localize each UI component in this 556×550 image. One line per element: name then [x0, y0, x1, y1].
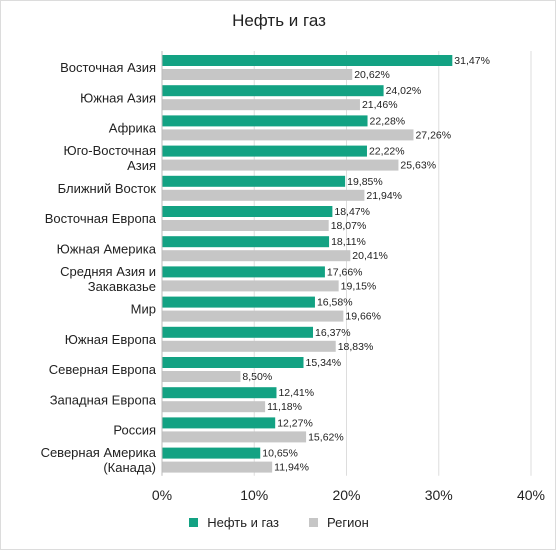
bar-oil-gas [162, 55, 453, 66]
category-label: Ближний Восток [58, 181, 157, 196]
data-label-region: 18,07% [331, 220, 367, 232]
bar-region [162, 280, 339, 292]
legend-item-region: Регион [309, 515, 369, 530]
category-label: Закавказье [88, 279, 156, 294]
bar-region [162, 69, 353, 80]
data-label-oil-gas: 22,28% [370, 115, 406, 127]
bar-region [162, 99, 360, 111]
legend-label-oil-gas: Нефть и газ [207, 515, 279, 530]
data-label-oil-gas: 19,85% [347, 176, 383, 188]
data-label-region: 20,62% [354, 69, 390, 81]
data-label-region: 25,63% [400, 160, 436, 172]
bar-oil-gas [162, 85, 384, 97]
bar-oil-gas [162, 236, 330, 248]
category-label: Африка [109, 121, 157, 136]
category-label: Мир [131, 302, 156, 317]
data-label-oil-gas: 18,11% [331, 236, 366, 248]
category-label: Северная Америка [41, 445, 157, 460]
bar-region [162, 431, 307, 443]
data-label-region: 11,18% [267, 401, 302, 413]
bar-region [162, 401, 266, 413]
bar-region [162, 340, 336, 352]
bar-oil-gas [162, 447, 261, 459]
data-label-region: 21,46% [362, 99, 398, 111]
bar-oil-gas [162, 175, 346, 187]
data-label-region: 8,50% [242, 371, 272, 383]
bar-region [162, 189, 365, 201]
data-label-oil-gas: 24,02% [386, 85, 422, 97]
bar-region [162, 129, 414, 141]
x-tick-label: 0% [152, 487, 172, 501]
data-label-region: 21,94% [366, 190, 402, 202]
data-label-oil-gas: 17,66% [327, 266, 363, 278]
chart-title: Нефть и газ [232, 11, 326, 30]
bar-region [162, 159, 399, 171]
category-label: Западная Европа [50, 392, 157, 407]
category-label: Азия [127, 158, 156, 173]
plot-area: 0% 10% 20% 30% 40% 31,47% 20,62% Восточная Азия… [41, 51, 545, 501]
bar-oil-gas [162, 296, 315, 308]
bar-oil-gas [162, 326, 314, 338]
category-label: (Канада) [103, 460, 156, 475]
bar-region [162, 220, 329, 231]
data-label-region: 27,26% [415, 129, 451, 141]
bar-oil-gas [162, 115, 368, 127]
data-label-oil-gas: 16,58% [317, 297, 353, 309]
data-label-region: 19,66% [345, 311, 381, 323]
bar-region [162, 250, 351, 262]
x-tick-label: 10% [240, 487, 268, 501]
bar-region [162, 371, 241, 382]
data-label-oil-gas: 12,27% [277, 417, 313, 429]
bar-oil-gas [162, 206, 333, 217]
data-label-oil-gas: 15,34% [306, 357, 342, 369]
data-label-oil-gas: 31,47% [454, 55, 490, 67]
bar-oil-gas [162, 266, 325, 278]
data-label-region: 11,94% [274, 462, 309, 474]
bar-oil-gas [162, 387, 277, 399]
x-tick-label: 20% [332, 487, 360, 501]
data-label-oil-gas: 10,65% [262, 448, 298, 460]
bar-oil-gas [162, 417, 276, 429]
category-label: Россия [113, 423, 156, 438]
x-tick-label: 30% [425, 487, 453, 501]
category-label: Южная Азия [80, 90, 156, 105]
data-label-region: 19,15% [341, 280, 377, 292]
legend-swatch-region [309, 518, 318, 527]
category-label: Восточная Азия [60, 60, 156, 75]
legend: Нефть и газ Регион [1, 515, 556, 530]
data-label-oil-gas: 18,47% [334, 206, 370, 218]
data-label-oil-gas: 16,37% [315, 327, 351, 339]
category-label: Юго-Восточная [63, 143, 156, 158]
category-label: Средняя Азия и [60, 264, 156, 279]
legend-item-oil-gas: Нефть и газ [189, 515, 279, 530]
data-label-region: 15,62% [308, 431, 344, 443]
data-label-oil-gas: 22,22% [369, 146, 405, 158]
category-label: Южная Европа [65, 332, 157, 347]
bar-oil-gas [162, 145, 367, 157]
bar-region [162, 310, 344, 322]
category-label: Южная Америка [57, 241, 157, 256]
category-label: Восточная Европа [45, 211, 157, 226]
data-label-oil-gas: 12,41% [278, 387, 314, 399]
legend-label-region: Регион [327, 515, 369, 530]
category-label: Северная Европа [49, 362, 157, 377]
legend-swatch-oil-gas [189, 518, 199, 527]
data-label-region: 18,83% [338, 341, 374, 353]
bar-region [162, 461, 273, 473]
x-tick-label: 40% [517, 487, 545, 501]
data-label-region: 20,41% [352, 250, 388, 262]
bar-oil-gas [162, 357, 304, 368]
